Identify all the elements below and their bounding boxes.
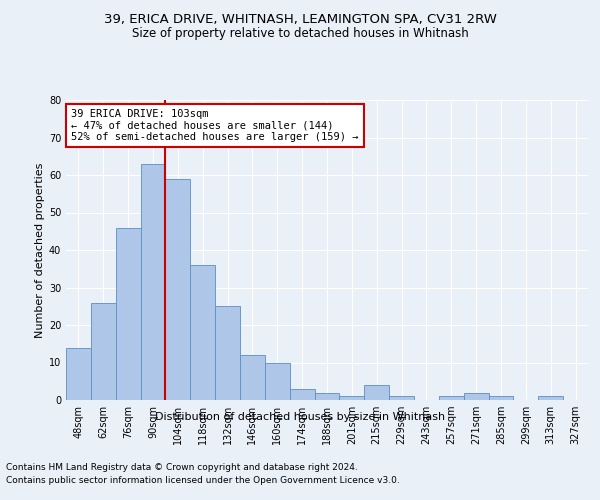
Y-axis label: Number of detached properties: Number of detached properties <box>35 162 44 338</box>
Text: Contains public sector information licensed under the Open Government Licence v3: Contains public sector information licen… <box>6 476 400 485</box>
Bar <box>66 348 91 400</box>
Bar <box>488 396 514 400</box>
Text: Size of property relative to detached houses in Whitnash: Size of property relative to detached ho… <box>131 28 469 40</box>
Bar <box>215 306 240 400</box>
Bar <box>439 396 464 400</box>
Bar <box>314 392 340 400</box>
Text: Contains HM Land Registry data © Crown copyright and database right 2024.: Contains HM Land Registry data © Crown c… <box>6 462 358 471</box>
Text: Distribution of detached houses by size in Whitnash: Distribution of detached houses by size … <box>155 412 445 422</box>
Bar <box>340 396 364 400</box>
Bar <box>240 355 265 400</box>
Bar <box>290 389 314 400</box>
Bar <box>91 302 116 400</box>
Bar <box>538 396 563 400</box>
Bar <box>464 392 488 400</box>
Bar <box>364 385 389 400</box>
Bar <box>166 179 190 400</box>
Bar <box>116 228 140 400</box>
Bar <box>265 362 290 400</box>
Text: 39 ERICA DRIVE: 103sqm
← 47% of detached houses are smaller (144)
52% of semi-de: 39 ERICA DRIVE: 103sqm ← 47% of detached… <box>71 109 359 142</box>
Bar <box>140 164 166 400</box>
Bar <box>190 265 215 400</box>
Text: 39, ERICA DRIVE, WHITNASH, LEAMINGTON SPA, CV31 2RW: 39, ERICA DRIVE, WHITNASH, LEAMINGTON SP… <box>104 12 496 26</box>
Bar <box>389 396 414 400</box>
